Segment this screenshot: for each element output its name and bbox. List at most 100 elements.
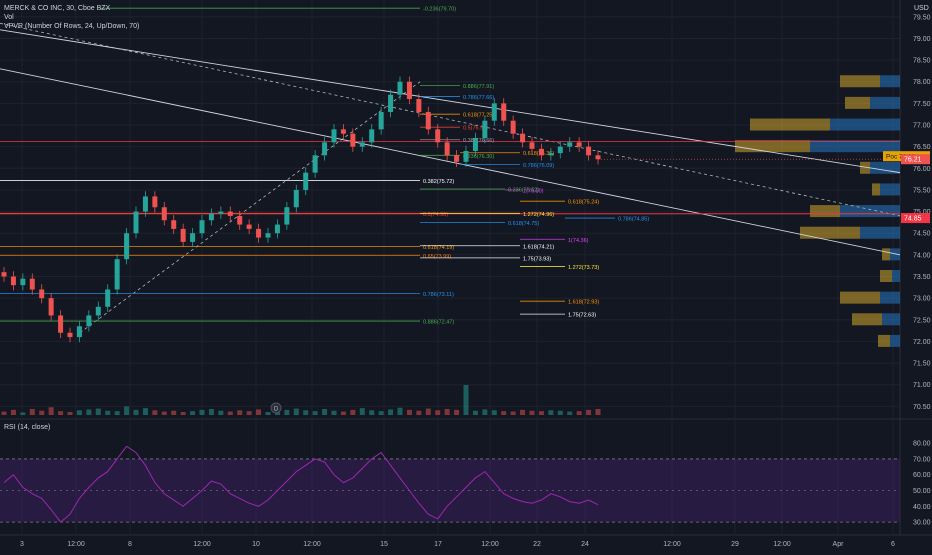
rsi-legend: RSI (14, close) [4, 423, 50, 432]
dividend-marker[interactable] [270, 402, 282, 414]
volume-bar [520, 409, 526, 415]
price-tick-label: 70.50 [913, 404, 931, 411]
time-tick-label: 8 [128, 541, 132, 548]
volume-bar [350, 409, 356, 415]
vpvr-up-bar [890, 334, 900, 347]
candle-body [208, 213, 214, 221]
volume-bar [284, 409, 290, 415]
time-tick-label: Apr [833, 541, 845, 548]
price-tick-label: 74.00 [913, 252, 931, 259]
candle-body [95, 306, 101, 316]
vpvr-up-bar [830, 118, 900, 131]
dividend-marker-label: D [274, 407, 279, 413]
candle-body [152, 196, 158, 208]
volume-bar [48, 407, 54, 415]
rsi-tick-label: 40.00 [913, 504, 931, 511]
price-tick-label: 72.00 [913, 339, 931, 346]
volume-bar [322, 409, 328, 415]
fib-level-label: 0.618(76.36) [523, 151, 554, 157]
fib-level-label: 0.618(74.75) [508, 221, 539, 227]
symbol-title: MERCK & CO INC, 30, Cboe BZX [4, 5, 111, 12]
rsi-tick-label: 30.00 [913, 520, 931, 527]
volume-bar [454, 409, 460, 415]
price-tick-label: 75.00 [913, 209, 931, 216]
channel-upper-line [0, 29, 901, 174]
candle-body [142, 196, 148, 212]
volume-bar [133, 409, 139, 415]
candle-body [529, 142, 535, 149]
candle-body [303, 172, 309, 190]
volume-bar [180, 412, 186, 415]
volume-bar [425, 408, 431, 415]
current-price-tag [901, 154, 930, 165]
price-tick-label: 74.50 [913, 231, 931, 238]
volume-bar [67, 412, 73, 415]
time-tick-label: 6 [891, 541, 895, 548]
vpvr-up-bar [890, 248, 900, 261]
candle-body [331, 129, 337, 143]
volume-bar [161, 411, 167, 415]
vpvr-up-bar [840, 205, 900, 218]
fib-level-label: 0.786(77.66) [463, 95, 494, 101]
candle-body [369, 129, 375, 143]
time-tick-label: 12:00 [481, 541, 499, 548]
volume-bar [416, 410, 422, 415]
price-tick-label: 73.00 [913, 296, 931, 303]
poc-price-text: Poc 76.28 [886, 154, 916, 161]
vpvr-up-bar [880, 291, 900, 304]
time-tick-label: 12:00 [303, 541, 321, 548]
volume-bar [463, 385, 469, 415]
price-tick-label: 76.00 [913, 166, 931, 173]
candle-body [265, 233, 271, 238]
vpvr-up-bar [880, 75, 900, 88]
volume-bar [237, 410, 243, 415]
vpvr-down-bar [852, 313, 882, 326]
volume-bar [142, 408, 148, 415]
time-tick-label: 3 [20, 541, 24, 548]
rsi-label: RSI (14, close) [4, 424, 51, 431]
candle-body [322, 142, 328, 156]
currency-text: USD [914, 5, 929, 12]
volume-bar [105, 410, 111, 415]
rsi-tick-label: 60.00 [913, 472, 931, 479]
volume-bar [312, 411, 318, 415]
swing-dashed-line [79, 81, 421, 334]
candle-body [10, 276, 16, 286]
volume-bar [378, 411, 384, 415]
volume-bar [303, 410, 309, 415]
candle-body [48, 298, 54, 316]
fib-level-label: 1.75(72.63) [568, 313, 596, 319]
volume-bar [444, 409, 450, 415]
candle-body [586, 146, 592, 156]
candle-body [133, 211, 139, 234]
vpvr-up-bar [810, 140, 900, 153]
fib-level-label: 0.786(76.09) [523, 163, 554, 169]
candle-body [190, 233, 196, 242]
vpvr-down-bar [735, 140, 810, 153]
fib-level-label: 1(75.50) [523, 188, 544, 194]
candle-body [444, 142, 450, 156]
candle-body [161, 207, 167, 221]
fib-level-label: 0.382(76.66) [463, 138, 494, 144]
rsi-line [3, 445, 599, 523]
volume-bar [388, 409, 394, 415]
time-tick-label: 12:00 [67, 541, 85, 548]
vol-legend: Vol [4, 13, 14, 22]
volume-bar [171, 410, 177, 415]
candle-body [274, 224, 280, 234]
volume-bar [256, 409, 262, 415]
fib-level-label: 1.75(73.93) [523, 256, 551, 262]
price-tick-label: 72.50 [913, 317, 931, 324]
rsi-tick-label: 80.00 [913, 441, 931, 448]
candle-body [67, 332, 73, 338]
time-tick-label: 17 [434, 541, 442, 548]
candle-body [435, 129, 441, 143]
fib-level-label: 0.382(75.72) [423, 179, 454, 185]
volume-bar [152, 410, 158, 415]
fib-level-label: 1.618(74.21) [523, 244, 554, 250]
price-tick-label: 78.50 [913, 58, 931, 65]
candle-body [359, 142, 365, 147]
